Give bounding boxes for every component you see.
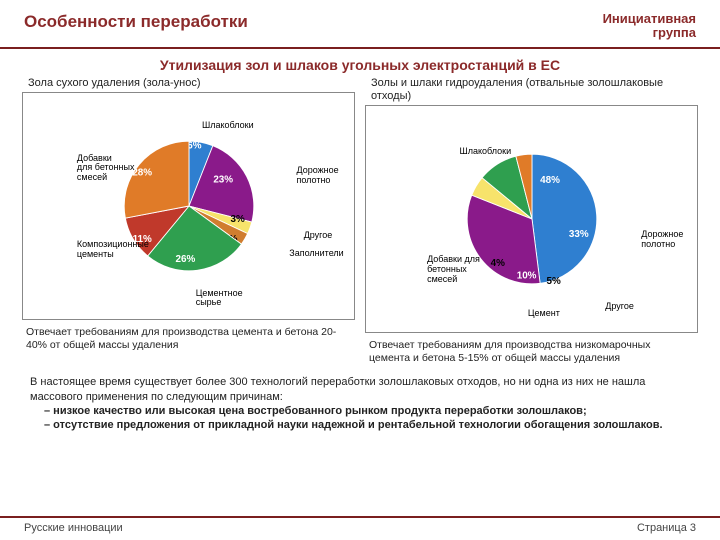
- segment-label: Композиционныецементы: [77, 240, 149, 260]
- chart-right: 48% 33% 5% 10% 4% Шлакоблоки Дорожноеполотно Др…: [365, 105, 698, 333]
- body-intro: В настоящее время существует более 300 т…: [30, 375, 690, 404]
- org-line2: группа: [653, 25, 696, 40]
- segment-label: Добавки длябетонныхсмесей: [427, 255, 480, 285]
- page-title: Особенности переработки: [24, 12, 248, 32]
- footer-right: Страница 3: [637, 522, 696, 534]
- pct-label: 10%: [516, 270, 536, 281]
- segment-label: Другое: [304, 231, 333, 241]
- pct-label: 3%: [230, 214, 244, 225]
- pct-label: 26%: [175, 254, 195, 265]
- pie-segment: [532, 154, 597, 283]
- pct-label: 4%: [490, 258, 504, 269]
- subtitle: Утилизация зол и шлаков угольных электро…: [0, 57, 720, 73]
- pct-label: 28%: [132, 167, 152, 178]
- chart-right-caption: Отвечает требованиям для производства ни…: [365, 339, 698, 365]
- org-name: Инициативная группа: [603, 12, 696, 41]
- segment-label: Добавкидля бетонныхсмесей: [77, 154, 135, 184]
- org-line1: Инициативная: [603, 11, 696, 26]
- chart-right-title: Золы и шлаки гидроудаления (отвальные зо…: [365, 77, 698, 103]
- pct-label: 48%: [540, 175, 560, 186]
- chart-left-caption: Отвечает требованиям для производства це…: [22, 326, 355, 352]
- chart-left-title: Зола сухого удаления (зола-унос): [22, 77, 355, 90]
- pct-label: 33%: [568, 229, 588, 240]
- segment-label: Цементноесырье: [196, 289, 243, 309]
- chart-left: 6%23%3%3%26%11%28%ШлакоблокиДорожноеполо…: [22, 92, 355, 320]
- bullet-1: – низкое качество или высокая цена востр…: [30, 404, 690, 418]
- segment-label: Шлакоблоки: [460, 147, 512, 157]
- footer-left: Русские инновации: [24, 522, 123, 534]
- segment-label: Другое: [605, 302, 634, 312]
- segment-label: Дорожноеполотно: [641, 230, 683, 250]
- pct-label: 5%: [546, 276, 560, 287]
- segment-label: Дорожноеполотно: [297, 166, 339, 186]
- segment-label: Шлакоблоки: [202, 121, 254, 131]
- bullet-2: – отсутствие предложения от прикладной н…: [30, 418, 690, 432]
- segment-label: Цемент: [528, 309, 560, 319]
- segment-label: Заполнители: [289, 249, 343, 259]
- body-text: В настоящее время существует более 300 т…: [0, 365, 720, 432]
- pct-label: 23%: [213, 174, 233, 185]
